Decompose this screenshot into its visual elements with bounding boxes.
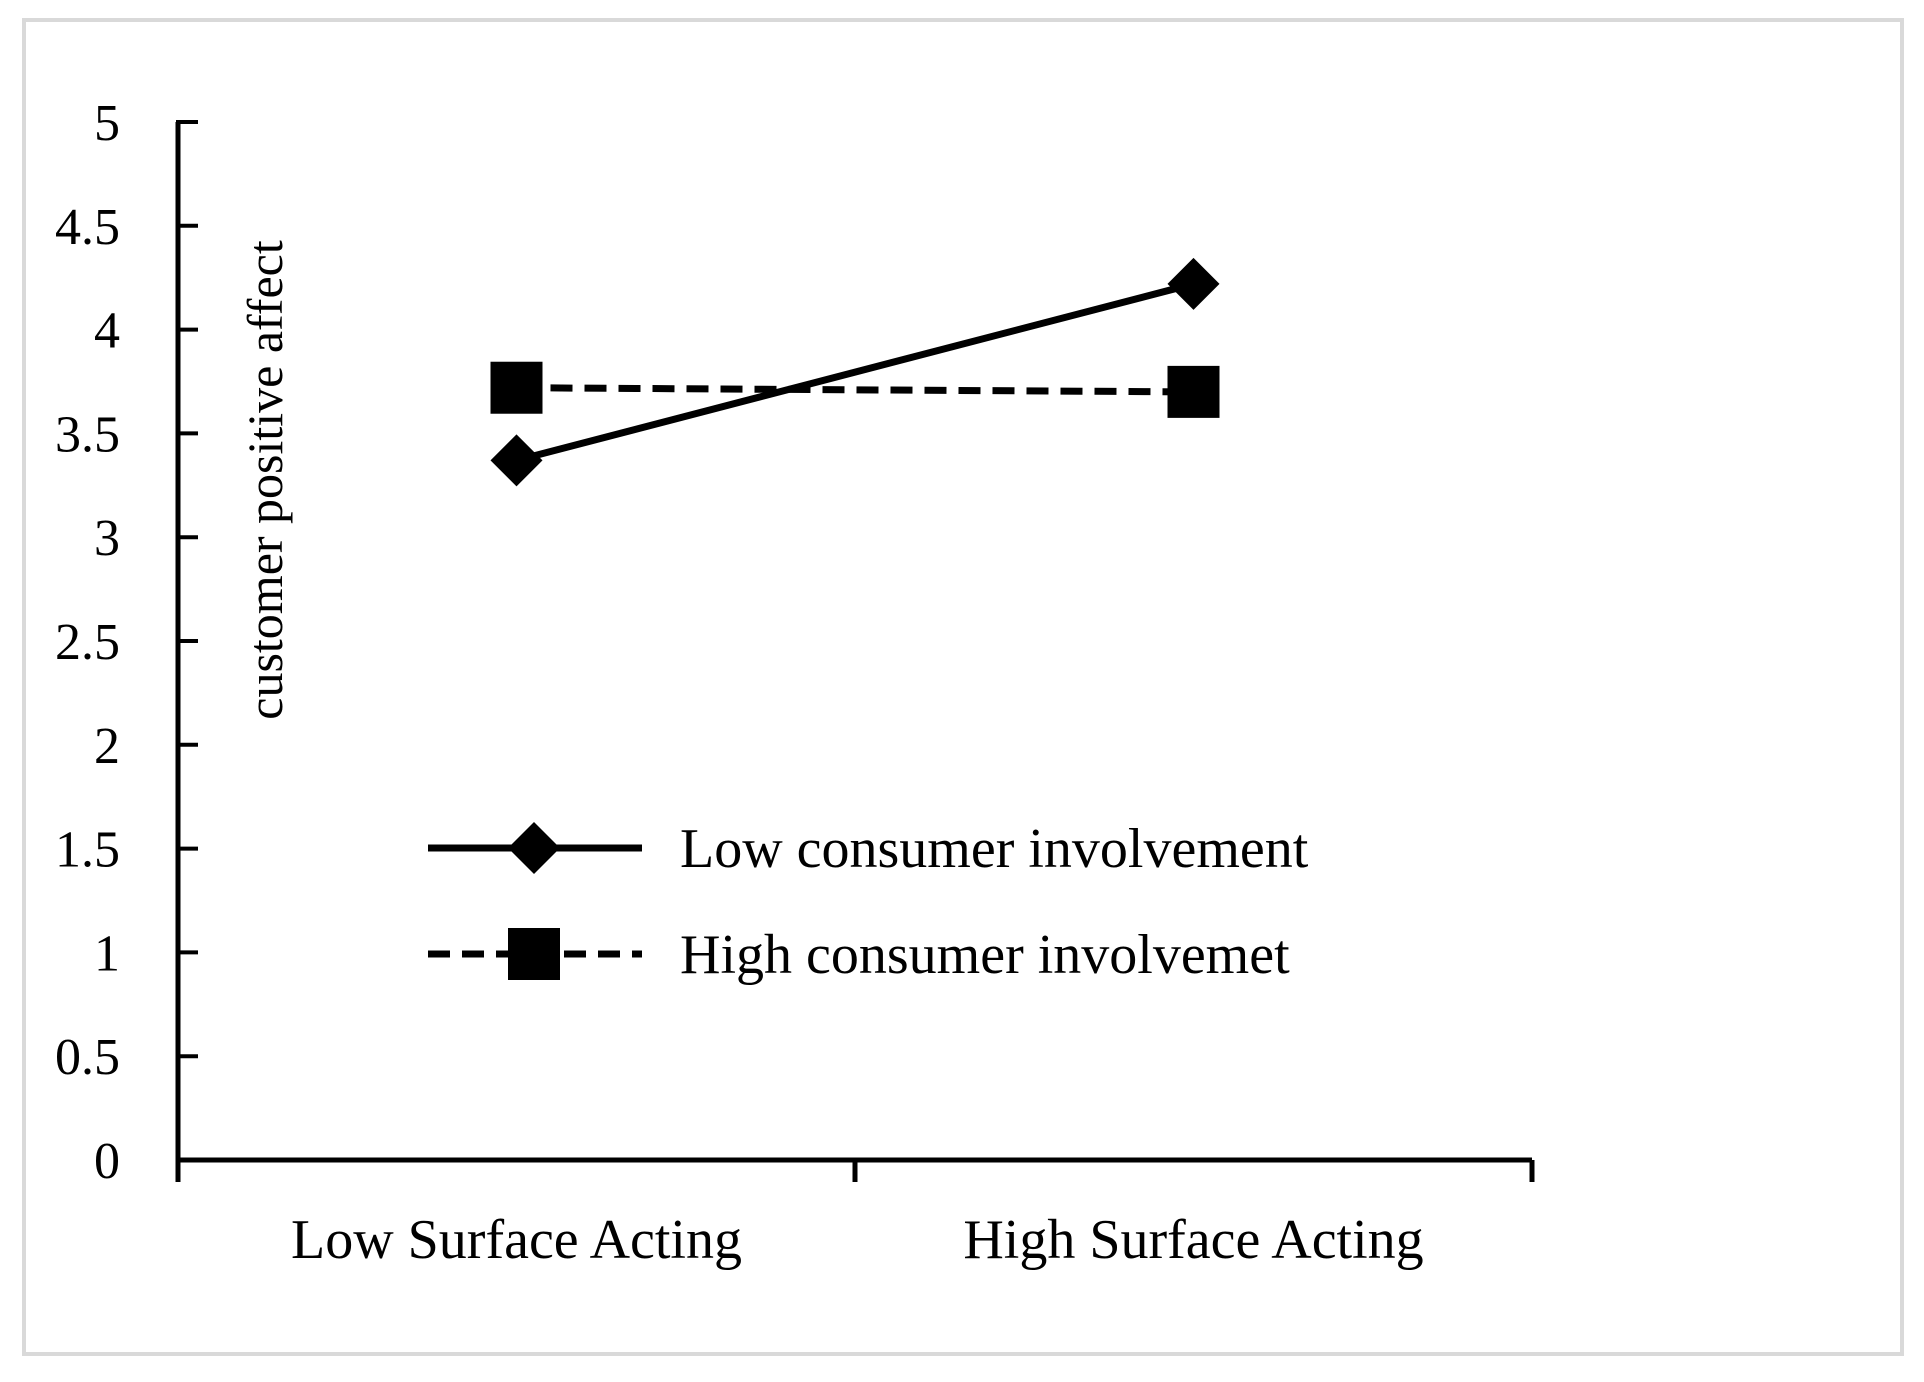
x-category-label: High Surface Acting xyxy=(963,1209,1423,1271)
series-group xyxy=(490,257,1220,487)
y-tick-label: 4.5 xyxy=(55,199,120,256)
chart-frame xyxy=(22,18,1904,1356)
series-2 xyxy=(490,361,1220,418)
series-1 xyxy=(490,257,1220,487)
legend: Low consumer involvement High consumer in… xyxy=(428,818,1309,986)
legend-label: High consumer involvemet xyxy=(680,924,1290,986)
axes xyxy=(175,122,1532,1182)
data-point-diamond xyxy=(490,434,543,487)
legend-marker-square xyxy=(508,928,560,980)
y-tick-label: 1 xyxy=(94,925,120,982)
legend-marker-diamond xyxy=(508,822,560,874)
y-tick-label: 2 xyxy=(94,718,120,775)
y-tick-label: 4 xyxy=(94,303,120,360)
y-tick-label: 0 xyxy=(94,1133,120,1190)
y-tick-label: 3 xyxy=(94,510,120,567)
data-point-diamond xyxy=(1167,257,1220,310)
y-tick-label: 1.5 xyxy=(55,822,120,879)
y-axis-label: customer positive affect xyxy=(237,240,293,720)
y-ticks: 0 0.5 1 1.5 2 2.5 3 3.5 4 4.5 5 xyxy=(55,95,198,1190)
y-tick-label: 2.5 xyxy=(55,614,120,671)
legend-item: High consumer involvemet xyxy=(428,924,1290,986)
data-point-square xyxy=(1167,365,1220,418)
y-tick-label: 0.5 xyxy=(55,1029,120,1086)
legend-item: Low consumer involvement xyxy=(428,818,1309,880)
x-category-label: Low Surface Acting xyxy=(291,1209,742,1271)
legend-label: Low consumer involvement xyxy=(680,818,1309,880)
series-line xyxy=(515,280,1195,464)
series-line xyxy=(516,384,1194,396)
x-ticks: Low Surface Acting High Surface Acting xyxy=(175,1160,1535,1271)
data-point-square xyxy=(490,361,543,414)
y-tick-label: 5 xyxy=(94,95,120,152)
y-tick-label: 3.5 xyxy=(55,406,120,463)
